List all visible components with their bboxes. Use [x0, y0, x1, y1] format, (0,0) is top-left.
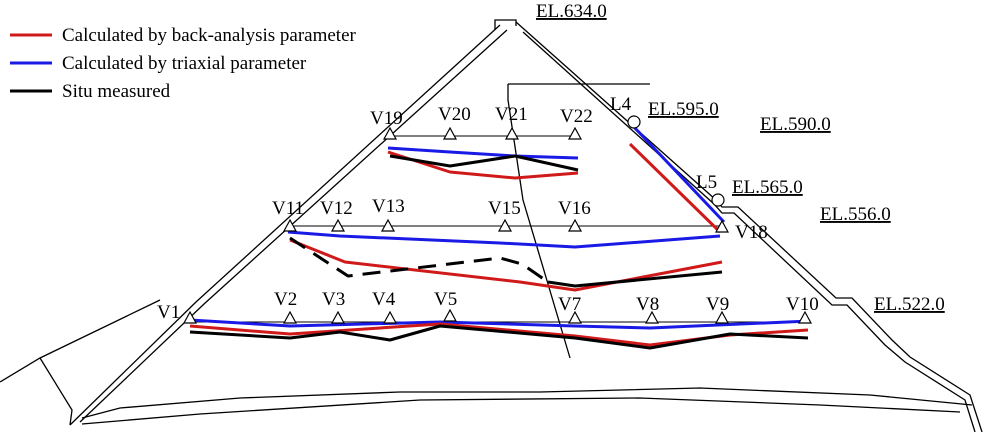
elevation-556: EL.556.0: [820, 204, 891, 225]
label-v4: V4: [372, 289, 396, 310]
marker-v9: [714, 310, 730, 324]
elevation-labels: EL.634.0 EL.595.0 EL.590.0 EL.565.0 EL.5…: [536, 1, 945, 315]
marker-v7: [567, 310, 583, 324]
marker-v21: [504, 126, 520, 140]
label-v7: V7: [558, 294, 581, 315]
marker-v8: [644, 310, 660, 324]
label-l4: L4: [610, 94, 632, 115]
label-v21: V21: [495, 104, 528, 125]
curve-row3-triaxial: [387, 146, 579, 160]
marker-v15: [497, 218, 513, 232]
curves: [189, 124, 811, 350]
legend-item-back-analysis: Calculated by back-analysis parameter: [10, 25, 357, 46]
marker-l4: [627, 115, 641, 129]
marker-v10: [797, 310, 813, 324]
marker-v22: [567, 126, 583, 140]
marker-v19: [382, 126, 398, 140]
dam-crest: [494, 19, 517, 30]
legend-label-back-analysis: Calculated by back-analysis parameter: [62, 25, 357, 46]
point-labels: V1 V2 V3 V4 V5 V7 V8 V9 V10 V11 V12 V13 …: [157, 94, 819, 323]
label-v18: V18: [735, 222, 768, 243]
upstream-slope-outer: [69, 24, 501, 426]
label-v5: V5: [434, 289, 457, 310]
marker-v20: [442, 126, 458, 140]
curve-row2-measured-dashed: [289, 236, 549, 284]
label-v12: V12: [320, 198, 353, 219]
elevation-595: EL.595.0: [648, 99, 719, 120]
downstream-slope-inner: [522, 31, 976, 432]
marker-v3: [330, 310, 346, 324]
marker-v18: [714, 219, 730, 233]
legend-label-triaxial: Calculated by triaxial parameter: [62, 53, 307, 74]
marker-v11: [282, 218, 298, 232]
label-v19: V19: [370, 108, 403, 129]
legend-label-measured: Situ measured: [62, 81, 171, 102]
legend: Calculated by back-analysis parameter Ca…: [10, 25, 357, 102]
marker-v4: [382, 310, 398, 324]
label-v16: V16: [558, 198, 591, 219]
upstream-cofferdam-toe: [39, 357, 73, 426]
label-v13: V13: [372, 196, 405, 217]
curve-row1-measured: [189, 324, 809, 350]
curve-row2-back-analysis: [289, 238, 723, 292]
label-v9: V9: [706, 294, 729, 315]
marker-v16: [567, 218, 583, 232]
label-v10: V10: [786, 294, 819, 315]
curve-row2-measured: [547, 270, 723, 288]
label-v8: V8: [636, 294, 659, 315]
label-l5: L5: [696, 172, 717, 193]
elevation-634: EL.634.0: [536, 1, 607, 22]
marker-l5: [711, 193, 725, 207]
label-v11: V11: [272, 198, 304, 219]
label-v22: V22: [560, 106, 593, 127]
label-v2: V2: [274, 289, 297, 310]
legend-item-measured: Situ measured: [10, 81, 171, 102]
marker-v2: [282, 310, 298, 324]
label-v3: V3: [322, 289, 345, 310]
core-boundary-vertical: [507, 84, 571, 359]
curve-row3-measured: [389, 154, 579, 172]
curve-diag-triaxial: [631, 124, 726, 224]
marker-v12: [330, 218, 346, 232]
elevation-522: EL.522.0: [874, 294, 945, 315]
upstream-cofferdam: [0, 299, 161, 383]
legend-item-triaxial: Calculated by triaxial parameter: [10, 53, 307, 74]
label-v15: V15: [488, 198, 521, 219]
curve-diag-back-analysis: [628, 142, 722, 234]
upstream-slope-inner: [79, 29, 508, 423]
curve-row2-triaxial: [287, 230, 721, 249]
curve-row1-triaxial: [189, 318, 811, 330]
foundation-line-2: [81, 397, 961, 425]
label-v20: V20: [438, 104, 471, 125]
foundation-line: [81, 387, 973, 419]
label-v1: V1: [157, 302, 180, 323]
point-markers: [182, 115, 813, 324]
elevation-565: EL.565.0: [732, 177, 803, 198]
marker-v5: [442, 308, 458, 322]
marker-v1: [182, 310, 198, 324]
marker-v13: [380, 218, 396, 232]
elevation-590: EL.590.0: [760, 114, 831, 135]
curve-row1-back-analysis: [189, 322, 809, 347]
